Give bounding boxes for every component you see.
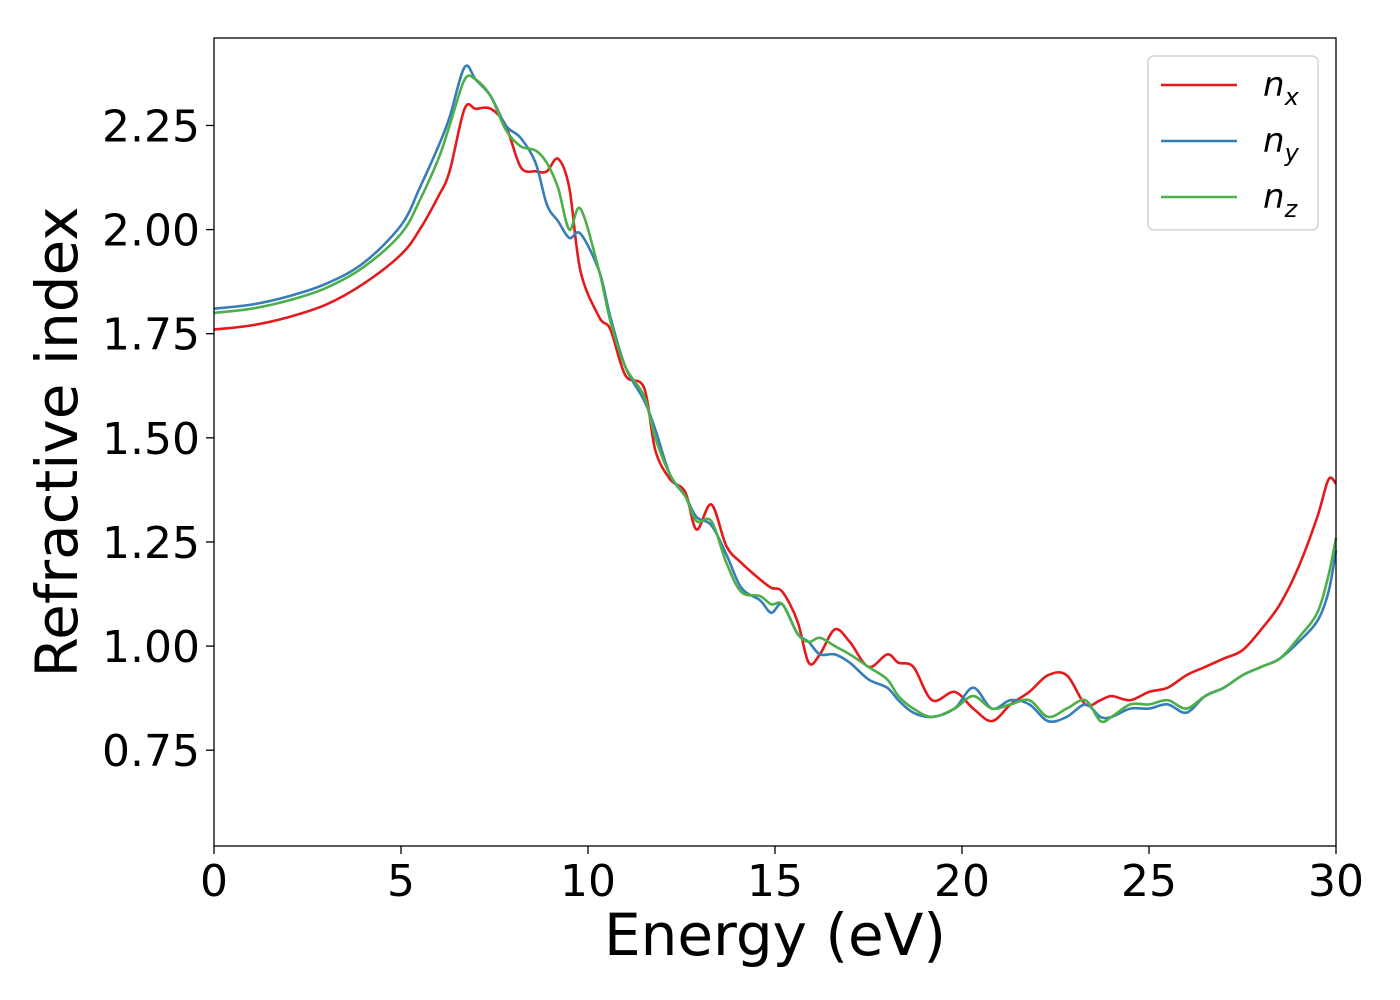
x-tick-label: 10 (560, 856, 616, 907)
legend-label-nx: nx (1263, 65, 1300, 111)
y-axis: 0.75 1.00 1.25 1.50 1.75 2.00 2.25 (102, 101, 214, 777)
series-line-nz (213, 74, 1338, 724)
series-line-nx (213, 102, 1337, 723)
x-axis: 0 5 10 15 20 25 30 (200, 846, 1364, 907)
y-axis-label: Refractive index (23, 206, 91, 677)
y-tick-label: 1.50 (102, 414, 200, 465)
x-tick-label: 25 (1121, 856, 1177, 907)
x-tick-label: 15 (747, 856, 803, 907)
x-tick-label: 0 (200, 856, 228, 907)
legend-box (1147, 55, 1319, 231)
legend-label-ny: ny (1263, 121, 1300, 167)
y-tick-label: 1.00 (102, 622, 200, 673)
x-tick-label: 20 (934, 856, 990, 907)
y-tick-label: 1.25 (102, 518, 200, 569)
series-layer (213, 64, 1338, 724)
legend-label-nz: nz (1263, 177, 1299, 223)
x-axis-label: Energy (eV) (604, 901, 946, 969)
y-tick-label: 2.00 (102, 206, 200, 257)
x-tick-label: 5 (387, 856, 415, 907)
y-tick-label: 0.75 (102, 726, 200, 777)
x-tick-label: 30 (1308, 856, 1364, 907)
y-tick-label: 2.25 (102, 101, 200, 152)
legend: nx ny nz (1147, 55, 1319, 231)
y-tick-label: 1.75 (102, 310, 200, 361)
